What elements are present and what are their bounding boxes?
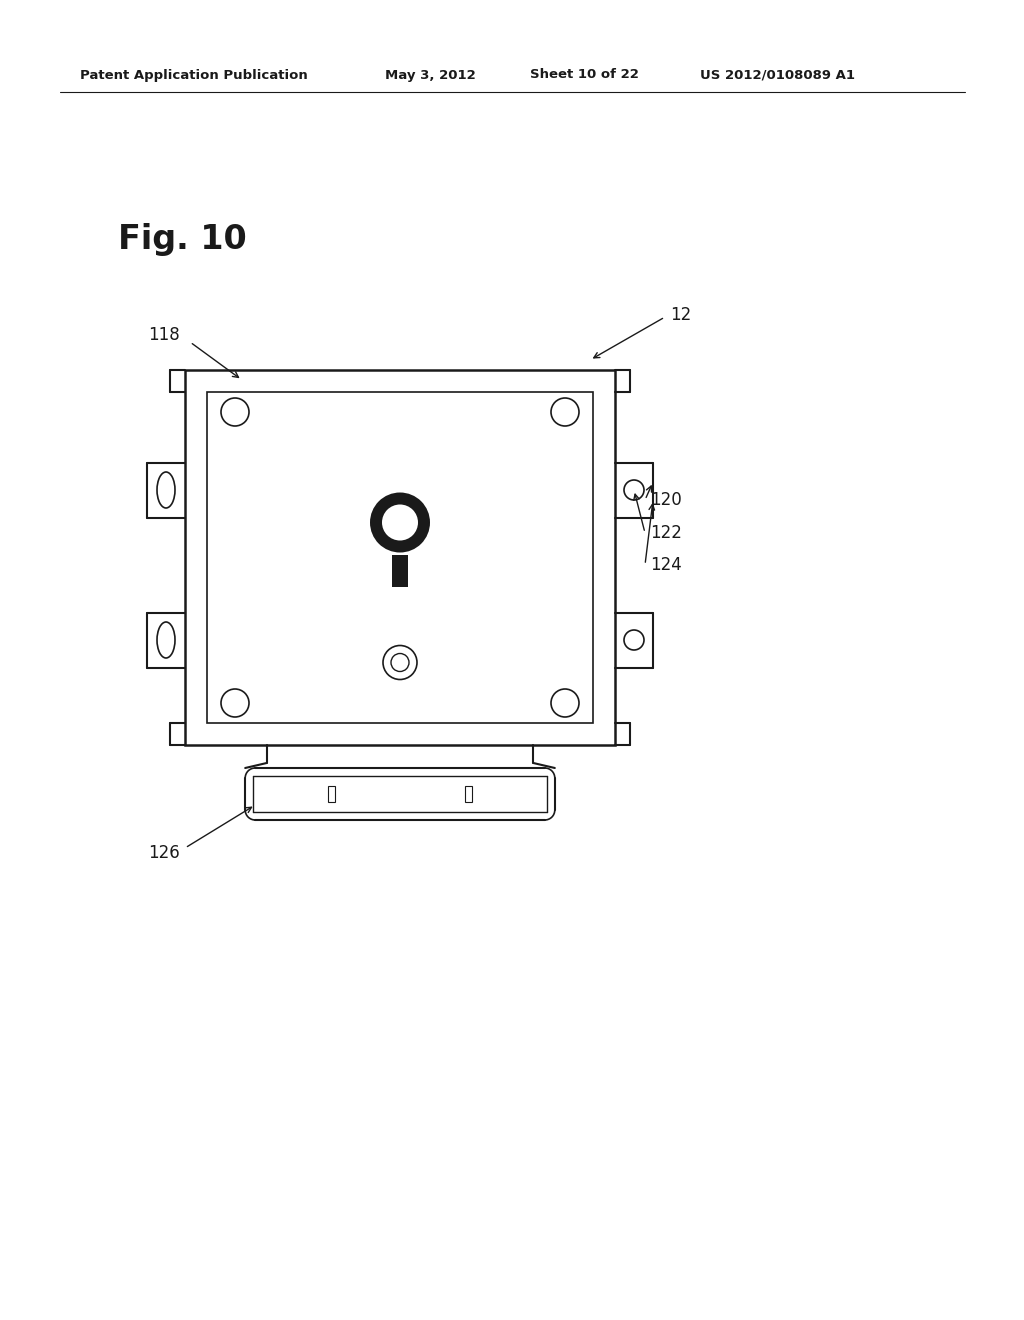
Text: 124: 124	[650, 556, 682, 574]
Circle shape	[382, 504, 418, 540]
Text: Patent Application Publication: Patent Application Publication	[80, 69, 308, 82]
Text: 118: 118	[148, 326, 180, 345]
Text: Fig. 10: Fig. 10	[118, 223, 247, 256]
Text: 126: 126	[148, 843, 180, 862]
Bar	[392, 554, 408, 586]
Text: US 2012/0108089 A1: US 2012/0108089 A1	[700, 69, 855, 82]
Text: 120: 120	[650, 491, 682, 510]
Text: Sheet 10 of 22: Sheet 10 of 22	[530, 69, 639, 82]
Circle shape	[370, 492, 430, 553]
Text: 12: 12	[670, 306, 691, 323]
Bar	[329, 785, 336, 803]
Bar	[207, 392, 593, 723]
Bar	[465, 785, 472, 803]
Bar	[185, 370, 615, 744]
Text: 122: 122	[650, 524, 682, 543]
Text: May 3, 2012: May 3, 2012	[385, 69, 476, 82]
